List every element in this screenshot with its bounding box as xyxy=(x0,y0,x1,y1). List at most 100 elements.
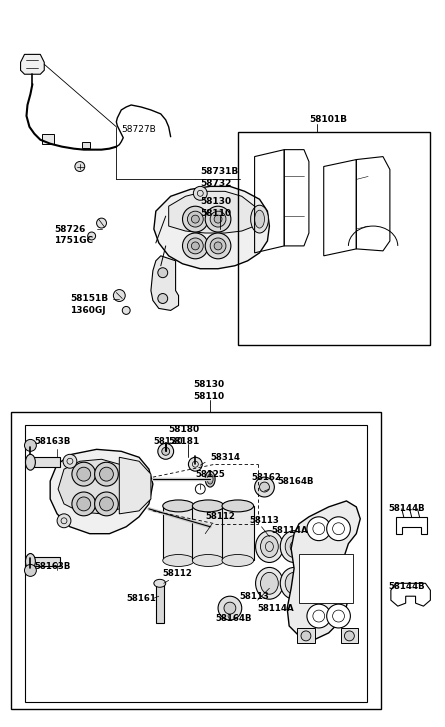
Text: 58727B: 58727B xyxy=(121,125,156,134)
Circle shape xyxy=(158,268,168,278)
Bar xyxy=(156,583,164,623)
Circle shape xyxy=(188,457,202,471)
Ellipse shape xyxy=(192,500,224,512)
Text: 58144B: 58144B xyxy=(388,582,425,591)
Bar xyxy=(297,628,315,643)
Bar xyxy=(163,506,194,561)
Bar xyxy=(192,506,224,561)
Text: 58314: 58314 xyxy=(210,453,240,462)
Ellipse shape xyxy=(163,555,194,566)
Circle shape xyxy=(24,439,36,451)
Circle shape xyxy=(205,206,231,232)
Ellipse shape xyxy=(255,210,264,228)
Ellipse shape xyxy=(255,531,283,563)
Ellipse shape xyxy=(222,500,254,512)
Circle shape xyxy=(224,602,236,614)
Circle shape xyxy=(158,294,168,303)
Text: 58163B: 58163B xyxy=(34,562,71,571)
Circle shape xyxy=(218,596,242,620)
Ellipse shape xyxy=(280,568,308,599)
Text: 58732: 58732 xyxy=(200,179,232,188)
Text: 1360GJ: 1360GJ xyxy=(70,306,105,315)
Bar xyxy=(30,457,60,467)
Circle shape xyxy=(77,497,91,511)
Circle shape xyxy=(210,211,226,227)
Circle shape xyxy=(307,517,331,541)
Polygon shape xyxy=(20,55,44,74)
Ellipse shape xyxy=(260,536,278,558)
Circle shape xyxy=(63,454,77,468)
Text: 58731B: 58731B xyxy=(200,167,239,176)
Ellipse shape xyxy=(25,454,35,470)
Ellipse shape xyxy=(163,500,194,512)
Text: 58112: 58112 xyxy=(163,569,193,578)
Text: 58101B: 58101B xyxy=(309,116,347,124)
Polygon shape xyxy=(58,459,129,514)
Ellipse shape xyxy=(25,553,35,569)
Polygon shape xyxy=(151,256,178,310)
Bar xyxy=(11,411,381,710)
Circle shape xyxy=(75,161,85,172)
Ellipse shape xyxy=(205,519,215,534)
Text: 58120: 58120 xyxy=(153,437,182,446)
Circle shape xyxy=(205,233,231,259)
Circle shape xyxy=(24,564,36,577)
Circle shape xyxy=(255,477,275,497)
Bar xyxy=(222,506,254,561)
Text: 58125: 58125 xyxy=(195,470,225,478)
Ellipse shape xyxy=(207,474,213,484)
Bar xyxy=(24,425,367,702)
Circle shape xyxy=(113,289,125,302)
Circle shape xyxy=(187,211,203,227)
Text: 58114A: 58114A xyxy=(271,526,308,535)
Ellipse shape xyxy=(285,572,303,594)
Ellipse shape xyxy=(205,471,215,487)
Text: 1751GC: 1751GC xyxy=(54,236,93,246)
Circle shape xyxy=(88,232,96,240)
Polygon shape xyxy=(154,186,269,269)
Ellipse shape xyxy=(192,555,224,566)
Circle shape xyxy=(301,631,311,641)
Circle shape xyxy=(72,492,96,516)
Circle shape xyxy=(214,215,222,223)
Circle shape xyxy=(327,604,350,628)
Bar xyxy=(340,628,358,643)
Text: 58180: 58180 xyxy=(169,425,200,434)
Circle shape xyxy=(187,238,203,254)
Circle shape xyxy=(182,206,208,232)
Circle shape xyxy=(158,443,174,459)
Bar xyxy=(82,142,90,148)
Circle shape xyxy=(162,447,170,455)
Circle shape xyxy=(214,242,222,250)
Ellipse shape xyxy=(222,555,254,566)
Text: 58130: 58130 xyxy=(200,197,231,206)
Text: 58110: 58110 xyxy=(200,209,231,217)
Text: 58130: 58130 xyxy=(194,380,224,390)
Text: 58726: 58726 xyxy=(54,225,85,233)
Text: 58144B: 58144B xyxy=(388,505,425,513)
Circle shape xyxy=(307,604,331,628)
Bar xyxy=(299,553,353,603)
Ellipse shape xyxy=(285,536,303,558)
Text: 58113: 58113 xyxy=(250,516,279,526)
Ellipse shape xyxy=(251,205,268,233)
Bar xyxy=(238,132,430,345)
Text: 58110: 58110 xyxy=(194,393,224,401)
Circle shape xyxy=(182,233,208,259)
Text: 58163B: 58163B xyxy=(34,437,71,446)
Text: 58112: 58112 xyxy=(205,513,235,521)
Text: 58151B: 58151B xyxy=(70,294,108,303)
Ellipse shape xyxy=(255,568,283,599)
Bar xyxy=(42,134,54,144)
Circle shape xyxy=(210,238,226,254)
Polygon shape xyxy=(287,501,360,640)
Circle shape xyxy=(95,462,118,486)
Circle shape xyxy=(344,631,354,641)
Circle shape xyxy=(77,467,91,481)
Polygon shape xyxy=(169,191,255,233)
Text: 58114A: 58114A xyxy=(258,603,294,613)
Circle shape xyxy=(194,186,207,200)
Circle shape xyxy=(259,482,269,492)
Circle shape xyxy=(95,492,118,516)
Ellipse shape xyxy=(154,579,166,587)
